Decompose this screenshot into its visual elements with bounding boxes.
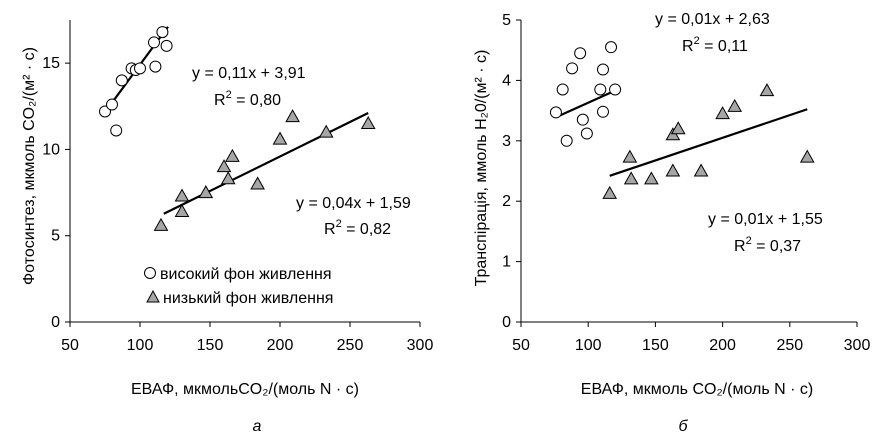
panel-b-point-high — [609, 83, 622, 96]
panel-b-y-tick-label: 3 — [502, 133, 511, 150]
panel-a-photosynthesis: 50 100 150 200 250 300 0 5 10 15 y = 0,11x + 3,91… — [21, 20, 433, 435]
panel-b-point-low — [759, 83, 775, 97]
legend-circle-marker — [144, 267, 156, 279]
panel-b-ticks: 50 100 150 200 250 300 0 1 2 3 4 5 — [502, 12, 870, 354]
panel-a-r2-low: R2 = 0,82 — [324, 218, 391, 238]
panel-b-trendlines — [555, 89, 808, 177]
panel-a-point-low — [174, 204, 190, 218]
panel-a-point-high — [106, 98, 118, 111]
panel-a-trendline-low — [163, 112, 369, 215]
panel-b-x-tick-label: 50 — [512, 337, 530, 354]
panel-a-point-low — [225, 148, 240, 162]
panel-b-points — [549, 41, 815, 199]
panel-b-point-low — [602, 185, 618, 199]
panel-b-point-high — [574, 47, 587, 60]
panel-b-trendline-low — [609, 108, 808, 177]
panel-b-point-high — [594, 83, 607, 96]
panel-a-point-low — [272, 131, 288, 145]
panel-a-point-low — [216, 159, 232, 173]
panel-b-point-low — [622, 149, 638, 163]
panel-a-trendlines — [104, 26, 369, 215]
panel-b-point-high — [560, 134, 573, 147]
panel-a-point-high — [134, 62, 146, 75]
panel-b-point-low — [670, 121, 686, 135]
panel-a-x-tick-label: 250 — [337, 337, 364, 354]
panel-b-x-tick-label: 100 — [575, 337, 602, 354]
panel-a-point-low — [285, 109, 300, 123]
panel-b-point-high — [596, 63, 609, 76]
panel-b-transpiration: 50 100 150 200 250 300 0 1 2 3 4 5 y = 0,01x + 2,63… — [473, 11, 870, 435]
panel-b-y-tick-label: 0 — [502, 314, 511, 331]
panel-b-y-axis-label: Транспірація, ммоль H₂0/(м² · с) — [473, 50, 490, 287]
panel-a-point-high — [115, 74, 128, 87]
panel-b-x-tick-label: 300 — [844, 337, 871, 354]
panel-a-legend: високий фон живлення низький фон живленн… — [144, 266, 333, 307]
panel-b-point-low — [623, 171, 639, 185]
panel-a-point-high — [156, 26, 169, 39]
panel-a-point-low — [318, 124, 334, 138]
panel-b-point-low — [799, 149, 815, 163]
panel-b-y-tick-label: 4 — [502, 72, 511, 89]
panel-a-point-high — [148, 36, 160, 49]
panel-b-point-low — [715, 106, 730, 120]
panel-a-x-tick-label: 150 — [197, 337, 224, 354]
panel-a-x-tick-label: 50 — [61, 337, 79, 354]
panel-a-equation-high: y = 0,11x + 3,91 — [192, 65, 306, 82]
panel-b-point-low — [693, 163, 709, 177]
panel-a-point-low — [360, 116, 376, 130]
panel-a-point-low — [153, 217, 169, 231]
panel-b-y-tick-label: 1 — [502, 254, 511, 271]
panel-b-trendline-high — [555, 89, 616, 119]
panel-a-point-low — [220, 171, 236, 185]
panel-a-equation-low: y = 0,04x + 1,59 — [296, 195, 411, 212]
panel-b-y-tick-label: 2 — [502, 193, 511, 210]
panel-a-point-high — [110, 124, 123, 137]
panel-b-equation-high: y = 0,01x + 2,63 — [655, 11, 770, 28]
panel-b-x-tick-label: 150 — [642, 337, 669, 354]
panel-a-x-tick-label: 300 — [407, 337, 434, 354]
panel-a-y-tick-label: 10 — [42, 141, 60, 158]
panel-b-axes — [520, 20, 857, 323]
panel-a-x-tick-label: 100 — [127, 337, 154, 354]
panel-b-point-high — [549, 106, 562, 119]
panel-b-point-low — [665, 163, 681, 177]
panel-b-r2-high: R2 = 0,11 — [682, 35, 748, 55]
legend-label-low: низький фон живлення — [163, 290, 333, 307]
panel-a-ticks: 50 100 150 200 250 300 0 5 10 15 — [42, 55, 433, 354]
panel-b-point-high — [566, 62, 579, 75]
panel-b-point-low — [727, 98, 743, 112]
panel-a-point-high — [149, 60, 162, 73]
panel-a-x-axis-label: ЕВАФ, мкмольCO₂/(моль N · с) — [131, 381, 359, 398]
panel-a-x-tick-label: 200 — [267, 337, 294, 354]
panel-a-point-low — [174, 188, 190, 202]
panel-b-point-high — [556, 83, 569, 96]
panel-a-point-low — [250, 176, 265, 190]
panel-b-x-axis-label: ЕВАФ, мкмоль CO₂/(моль N · с) — [581, 381, 813, 398]
panel-b-point-high — [580, 127, 593, 140]
panel-a-y-axis-label: Фотосинтез, мкмоль CO₂/(м² · с) — [21, 47, 38, 285]
panel-a-y-tick-label: 15 — [42, 55, 60, 72]
panel-b-point-low — [644, 171, 659, 185]
panel-a-axes — [69, 20, 420, 323]
panel-a-y-tick-label: 5 — [51, 228, 60, 245]
panel-b-r2-low: R2 = 0,37 — [734, 235, 801, 255]
panel-b-equation-low: y = 0,01x + 1,55 — [708, 211, 823, 228]
panel-b-point-high — [596, 105, 609, 118]
panel-b-point-high — [576, 113, 589, 126]
panel-a-caption: а — [253, 418, 262, 435]
legend-label-high: високий фон живлення — [160, 266, 332, 283]
panel-a-point-high — [160, 39, 173, 52]
panel-b-x-tick-label: 200 — [709, 337, 736, 354]
panel-b-y-tick-label: 5 — [502, 12, 511, 29]
panel-a-r2-high: R2 = 0,80 — [214, 89, 281, 109]
panel-a-y-tick-label: 0 — [51, 314, 60, 331]
panel-b-caption: б — [679, 418, 689, 435]
panel-a-point-low — [198, 185, 214, 199]
panel-b-point-high — [605, 41, 618, 54]
panel-b-x-tick-label: 250 — [776, 337, 803, 354]
panel-a-points — [99, 26, 376, 231]
legend-triangle-marker — [146, 289, 160, 303]
